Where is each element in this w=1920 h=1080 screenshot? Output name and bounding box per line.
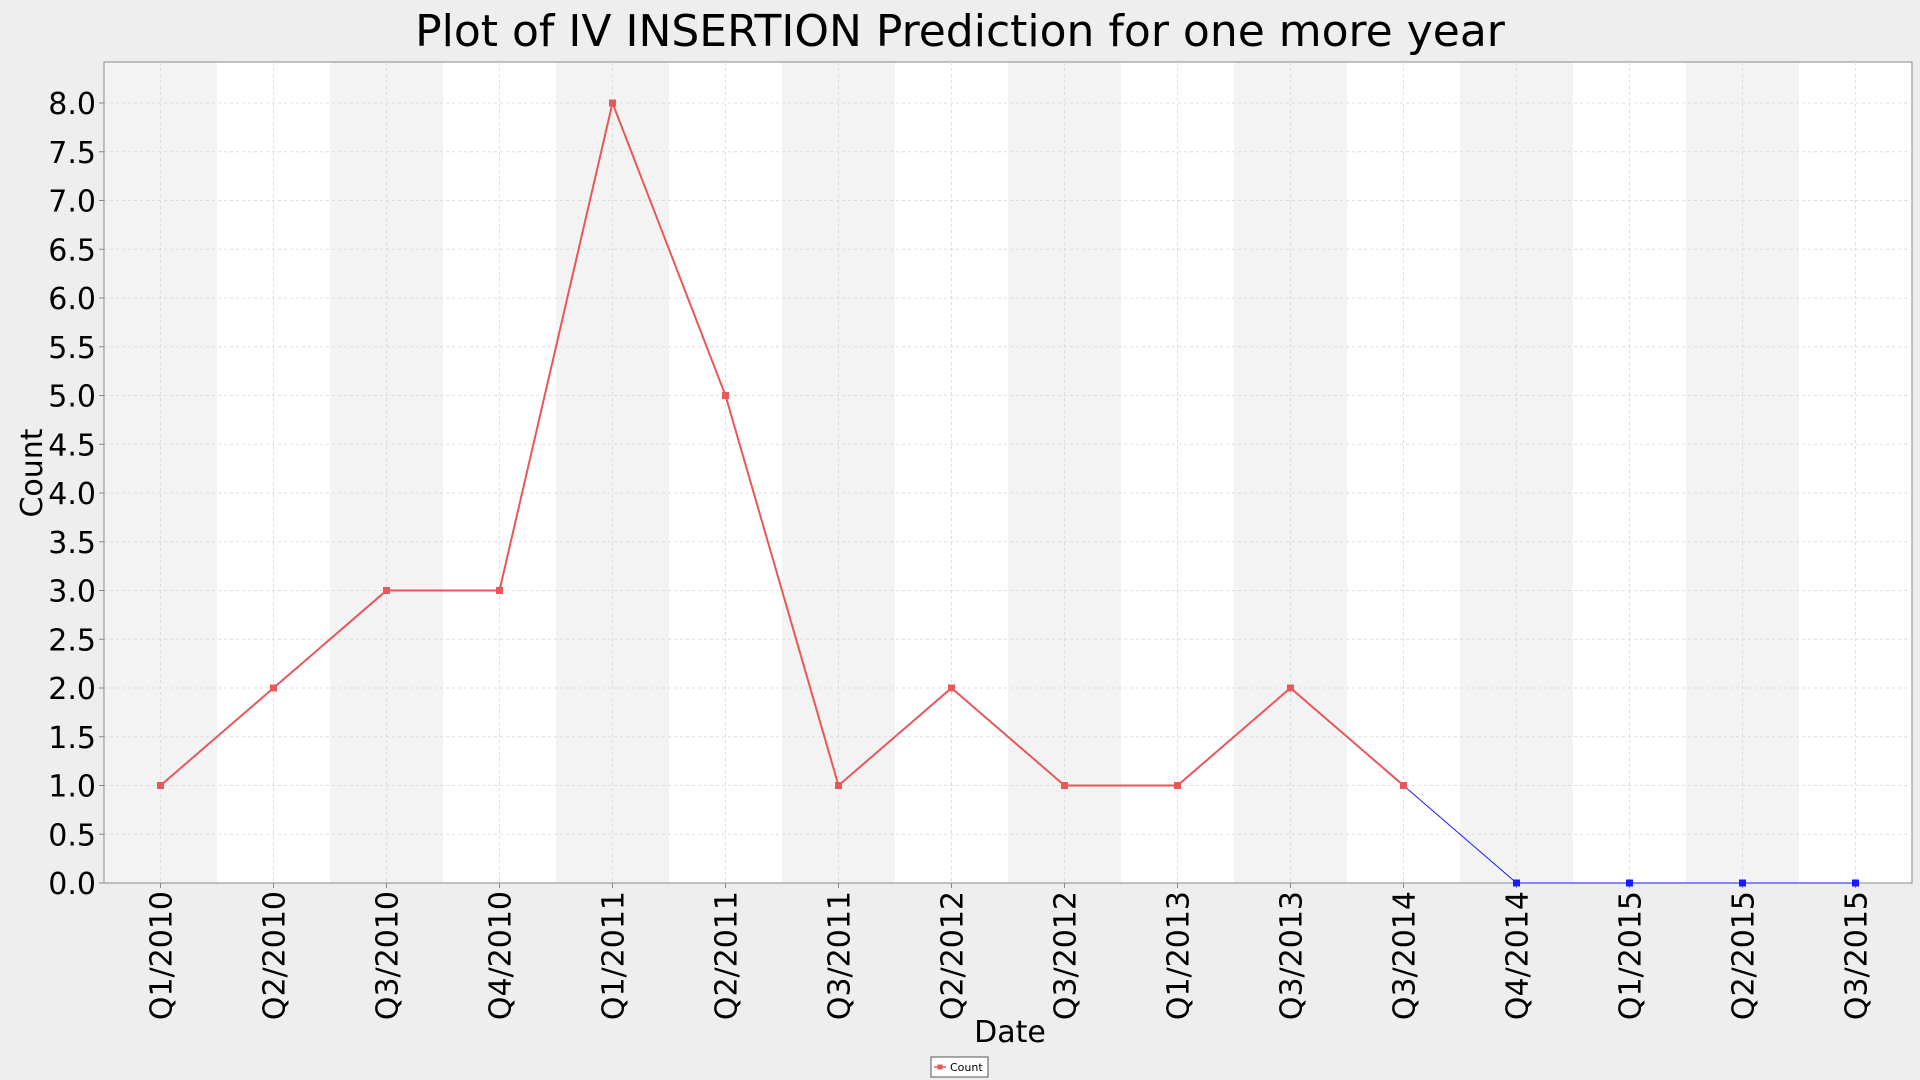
x-tick-label: Q3/2012 [1049,891,1084,1020]
x-tick-label: Q3/2015 [1840,891,1875,1020]
x-tick-label: Q4/2010 [484,891,519,1020]
x-tick-label: Q2/2011 [710,891,745,1020]
data-point-count [1400,782,1407,789]
data-point-count [835,782,842,789]
data-point-count [270,684,277,692]
series-line-count [159,99,1405,788]
x-tick-label: Q1/2015 [1614,891,1649,1020]
x-tick-label: Q3/2014 [1388,891,1423,1020]
x-tick-label: Q3/2010 [371,891,406,1020]
data-point-count [609,99,616,107]
chart-title: Plot of IV INSERTION Prediction for one … [415,6,1506,57]
legend-box [930,1056,989,1078]
data-point-count [1174,782,1181,789]
y-tick-label: 3.5 [48,526,96,561]
data-point-count [157,782,164,789]
x-tick-label: Q1/2011 [597,891,632,1020]
data-point-count [1287,684,1294,692]
y-tick-label: 5.5 [48,331,96,366]
y-tick-label: 2.0 [48,672,96,707]
data-point-count [383,587,390,594]
y-tick-label: 3.0 [48,575,96,610]
x-tick-label: Q2/2015 [1727,891,1762,1020]
data-point-count [1061,782,1068,789]
y-tick-label: 8.0 [48,87,96,122]
y-tick-label: 6.0 [48,282,96,317]
data-point-prediction [1513,879,1520,887]
data-point-count [948,684,955,692]
data-point-prediction [1852,879,1859,887]
y-tick-label: 1.5 [48,721,96,756]
y-tick-label: 0.0 [48,867,96,902]
y-tick-label: 2.5 [48,623,96,658]
data-point-count [722,392,729,399]
x-tick-label: Q2/2012 [936,891,971,1020]
y-tick-label: 4.5 [48,428,96,463]
y-tick-label: 7.0 [48,185,96,220]
legend-marker [937,1064,943,1070]
data-point-prediction [1626,879,1633,887]
y-tick-label: 7.5 [48,136,96,171]
y-tick-label: 6.5 [48,233,96,268]
x-tick-label: Q3/2011 [823,891,858,1020]
legend: Count [930,1056,989,1078]
y-axis-label: Count [15,428,50,517]
y-tick-label: 4.0 [48,477,96,512]
y-tick-label: 1.0 [48,770,96,805]
x-tick-label: Q4/2014 [1501,891,1536,1020]
plot-area: 0.0 0.5 1.0 1.5 2.0 2.5 3.0 3.5 4.0 4.5 5.0 5.5 6.0 6… [48,61,1913,1020]
y-tick-label: 5.0 [48,380,96,415]
x-axis-label: Date [974,1015,1046,1050]
y-tick-label: 0.5 [48,818,96,853]
legend-label: Count [950,1061,983,1074]
x-tick-label: Q1/2013 [1162,891,1197,1020]
data-point-prediction [1739,879,1746,887]
x-tick-label: Q1/2010 [145,891,180,1020]
x-tick-label: Q2/2010 [258,891,293,1020]
data-point-count [496,587,503,594]
x-tick-label: Q3/2013 [1275,891,1310,1020]
